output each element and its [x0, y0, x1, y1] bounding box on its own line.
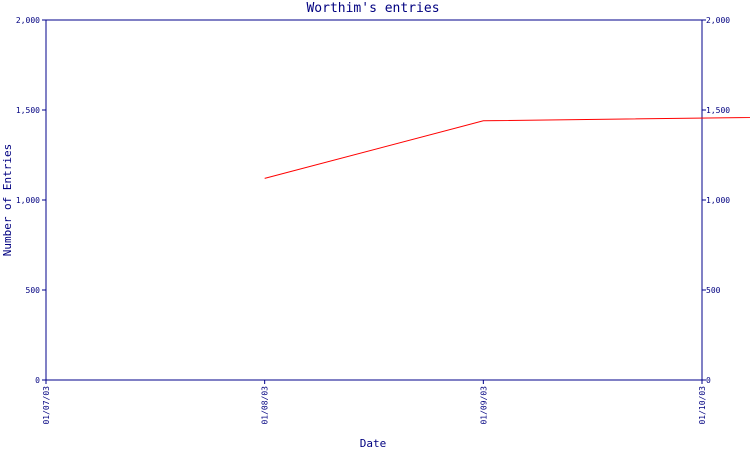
y-axis-label: Number of Entries	[1, 144, 14, 257]
x-tick-label: 01/07/03	[42, 386, 51, 425]
y-tick-label-left: 1,000	[16, 196, 40, 205]
x-ticks: 01/07/03 01/08/03 01/09/03 01/10/03	[42, 380, 707, 425]
x-tick-label: 01/10/03	[698, 386, 707, 425]
y-tick-label-right: 0	[706, 376, 711, 385]
y-tick-label-right: 1,500	[706, 106, 730, 115]
series-layer	[264, 117, 750, 179]
chart-title: Worthim's entries	[306, 1, 439, 16]
x-tick-label: 01/09/03	[479, 386, 488, 425]
x-tick-label: 01/08/03	[261, 386, 270, 425]
y-tick-label-left: 2,000	[16, 16, 40, 25]
y-tick-label-left: 500	[26, 286, 41, 295]
x-axis-label: Date	[360, 437, 387, 450]
y-tick-label-right: 500	[706, 286, 721, 295]
y-tick-label-right: 2,000	[706, 16, 730, 25]
plot-frame	[45, 19, 703, 381]
y-tick-label-left: 1,500	[16, 106, 40, 115]
y-tick-label-right: 1,000	[706, 196, 730, 205]
series-line	[264, 117, 750, 179]
y-tick-label-left: 0	[35, 376, 40, 385]
y-ticks: 0 0 500 500 1,000 1,000 1,500 1,500 2,000 2,000	[16, 16, 730, 385]
